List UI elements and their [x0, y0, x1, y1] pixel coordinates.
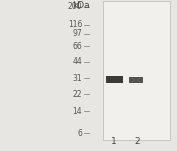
Text: 2: 2	[134, 137, 140, 146]
Text: 31: 31	[73, 74, 82, 83]
Text: 14: 14	[73, 107, 82, 116]
FancyBboxPatch shape	[103, 1, 170, 140]
Text: 116: 116	[68, 20, 82, 29]
Text: 97: 97	[73, 29, 82, 39]
Text: 22: 22	[73, 90, 82, 99]
Text: 44: 44	[73, 57, 82, 66]
Text: 66: 66	[73, 42, 82, 51]
Text: 1: 1	[111, 137, 117, 146]
FancyBboxPatch shape	[129, 77, 143, 83]
Text: 6: 6	[77, 129, 82, 138]
Text: kDa: kDa	[73, 1, 90, 10]
Text: 200: 200	[68, 2, 82, 11]
FancyBboxPatch shape	[106, 76, 122, 83]
